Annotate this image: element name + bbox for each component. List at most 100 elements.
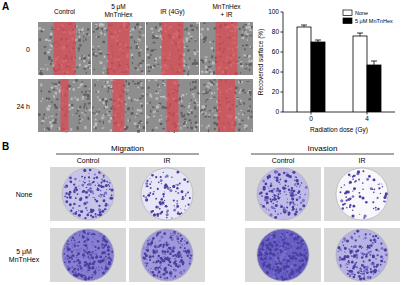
cell-texture	[201, 36, 203, 39]
cell-texture	[192, 81, 195, 83]
stain-dot	[67, 240, 69, 242]
cell-texture	[141, 87, 144, 88]
stain-dot	[286, 172, 287, 173]
stain-dot	[91, 234, 92, 235]
stain-dot	[280, 204, 281, 205]
stain-dot	[99, 255, 102, 258]
cell-texture	[155, 127, 157, 129]
stain-dot	[166, 214, 168, 216]
cell-texture	[132, 108, 133, 110]
x-tick-label: 0	[309, 115, 313, 122]
cell-texture	[88, 56, 90, 58]
stain-dot	[99, 211, 102, 214]
cell-texture	[139, 121, 142, 122]
cell-texture	[163, 128, 165, 130]
stain-dot	[187, 192, 189, 194]
stain-dot	[271, 206, 274, 209]
stain-dot	[184, 240, 186, 242]
y-tick	[281, 112, 284, 113]
stain-dot	[158, 182, 160, 184]
stain-dot	[189, 197, 191, 199]
cell-texture	[39, 72, 41, 75]
cell-texture	[238, 119, 241, 120]
stain-dot	[81, 270, 82, 271]
cell-texture	[134, 123, 137, 125]
stain-dot	[78, 262, 81, 265]
stain-dot	[97, 270, 98, 271]
cell-texture	[126, 103, 127, 105]
stain-dot	[270, 185, 272, 187]
stain-dot	[368, 175, 371, 178]
stain-dot	[98, 208, 101, 211]
cell-texture	[138, 38, 140, 40]
cell-texture	[110, 86, 113, 89]
stain-dot	[370, 187, 373, 190]
cell-texture	[247, 40, 248, 42]
cell-texture	[68, 85, 71, 87]
stain-dot	[169, 189, 172, 192]
cell-texture	[102, 98, 104, 100]
stain-dot	[284, 191, 285, 192]
stain-dot	[291, 202, 292, 203]
stain-dot	[285, 180, 286, 181]
stain-dot	[108, 184, 110, 186]
stain-dot	[270, 183, 272, 185]
stain-dot	[274, 216, 277, 219]
group-rule	[56, 154, 199, 155]
cell-texture	[208, 129, 209, 132]
cell-texture	[139, 63, 141, 64]
cell-texture	[155, 79, 158, 80]
well-image	[324, 167, 400, 221]
stain-dot	[88, 196, 89, 197]
stain-dot	[93, 177, 95, 179]
cell-texture	[189, 57, 190, 60]
stain-dot	[272, 196, 273, 197]
cell-texture	[244, 24, 247, 25]
cell-texture	[77, 127, 79, 130]
cell-texture	[239, 80, 241, 83]
cell-texture	[50, 33, 53, 36]
stain-dot	[159, 208, 161, 210]
cell-texture	[96, 91, 97, 92]
stain-dot	[149, 192, 151, 194]
cell-texture	[191, 112, 192, 114]
cell-texture	[152, 35, 154, 38]
cell-texture	[241, 120, 243, 122]
stain-dot	[75, 272, 77, 274]
stain-dot	[88, 212, 89, 213]
cell-texture	[148, 67, 149, 69]
cell-texture	[181, 105, 184, 107]
stain-dot	[294, 180, 295, 181]
stain-dot	[380, 193, 381, 194]
cell-texture	[104, 56, 106, 59]
stain-dot	[152, 240, 153, 241]
stain-dot	[87, 238, 90, 241]
stain-dot	[103, 180, 106, 183]
stain-dot	[68, 193, 71, 196]
cell-texture	[195, 39, 196, 40]
stain-dot	[102, 271, 105, 274]
cell-texture	[81, 112, 83, 114]
stain-dot	[94, 246, 96, 248]
cell-texture	[183, 64, 184, 65]
cell-texture	[89, 89, 91, 92]
stain-dot	[352, 195, 355, 198]
cell-texture	[109, 99, 112, 101]
cell-texture	[86, 72, 87, 74]
cell-texture	[209, 41, 211, 43]
stain-dot	[299, 208, 302, 211]
stain-dot	[90, 215, 92, 217]
cell-texture	[78, 47, 80, 49]
stain-dot	[353, 205, 356, 208]
stain-dot	[67, 250, 68, 251]
stain-dot	[277, 193, 279, 195]
cell-texture	[193, 96, 194, 98]
stain-dot	[71, 242, 73, 244]
stain-dot	[302, 204, 305, 207]
group-rule	[251, 154, 394, 155]
stain-dot	[103, 257, 105, 259]
cell-texture	[38, 27, 41, 30]
cell-texture	[108, 85, 111, 86]
cell-texture	[77, 109, 78, 112]
stain-dot	[109, 197, 112, 200]
